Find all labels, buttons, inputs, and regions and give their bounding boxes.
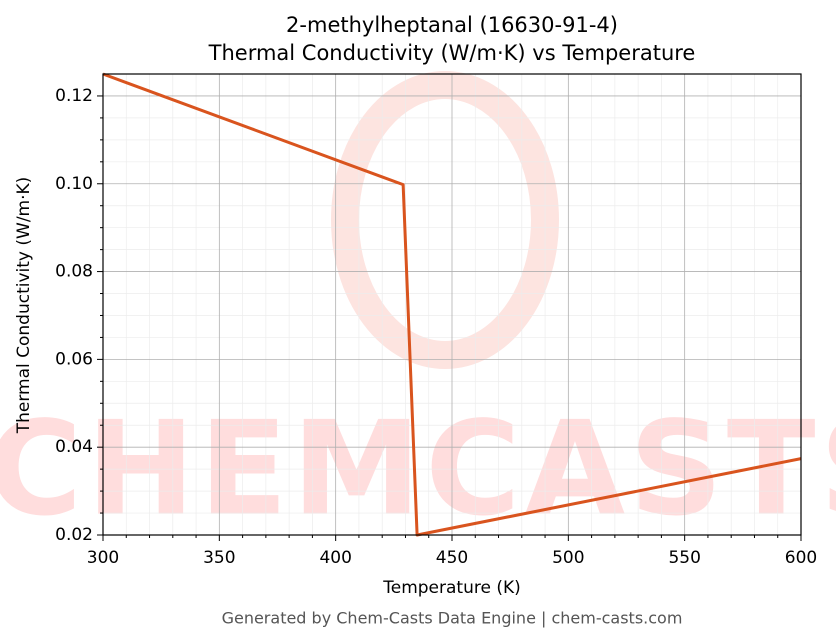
watermark: CHEMCASTS xyxy=(0,393,836,545)
x-tick-label: 550 xyxy=(668,548,700,568)
plot-frame xyxy=(102,73,802,536)
chart-title: 2-methylheptanal (16630-91-4) xyxy=(286,13,618,37)
y-axis-label: Thermal Conductivity (W/m·K) xyxy=(14,177,34,435)
x-axis-label: Temperature (K) xyxy=(382,578,521,598)
x-tick-label: 500 xyxy=(552,548,584,568)
chart-subtitle: Thermal Conductivity (W/m·K) vs Temperat… xyxy=(208,41,696,65)
y-tick-label: 0.12 xyxy=(55,86,93,106)
y-tick-label: 0.08 xyxy=(55,262,93,282)
y-tick-label: 0.04 xyxy=(55,437,93,457)
x-tick-label: 350 xyxy=(203,548,235,568)
y-tick-label: 0.02 xyxy=(55,525,93,545)
footer: Generated by Chem-Casts Data Engine | ch… xyxy=(222,609,683,628)
x-tick-label: 400 xyxy=(319,548,351,568)
data-line xyxy=(102,72,802,537)
x-tick-label: 600 xyxy=(785,548,817,568)
y-tick-label: 0.06 xyxy=(55,349,93,369)
y-tick-label: 0.10 xyxy=(55,174,93,194)
x-tick-label: 300 xyxy=(87,548,119,568)
x-tick-label: 450 xyxy=(436,548,468,568)
watermark-logo xyxy=(331,71,559,369)
